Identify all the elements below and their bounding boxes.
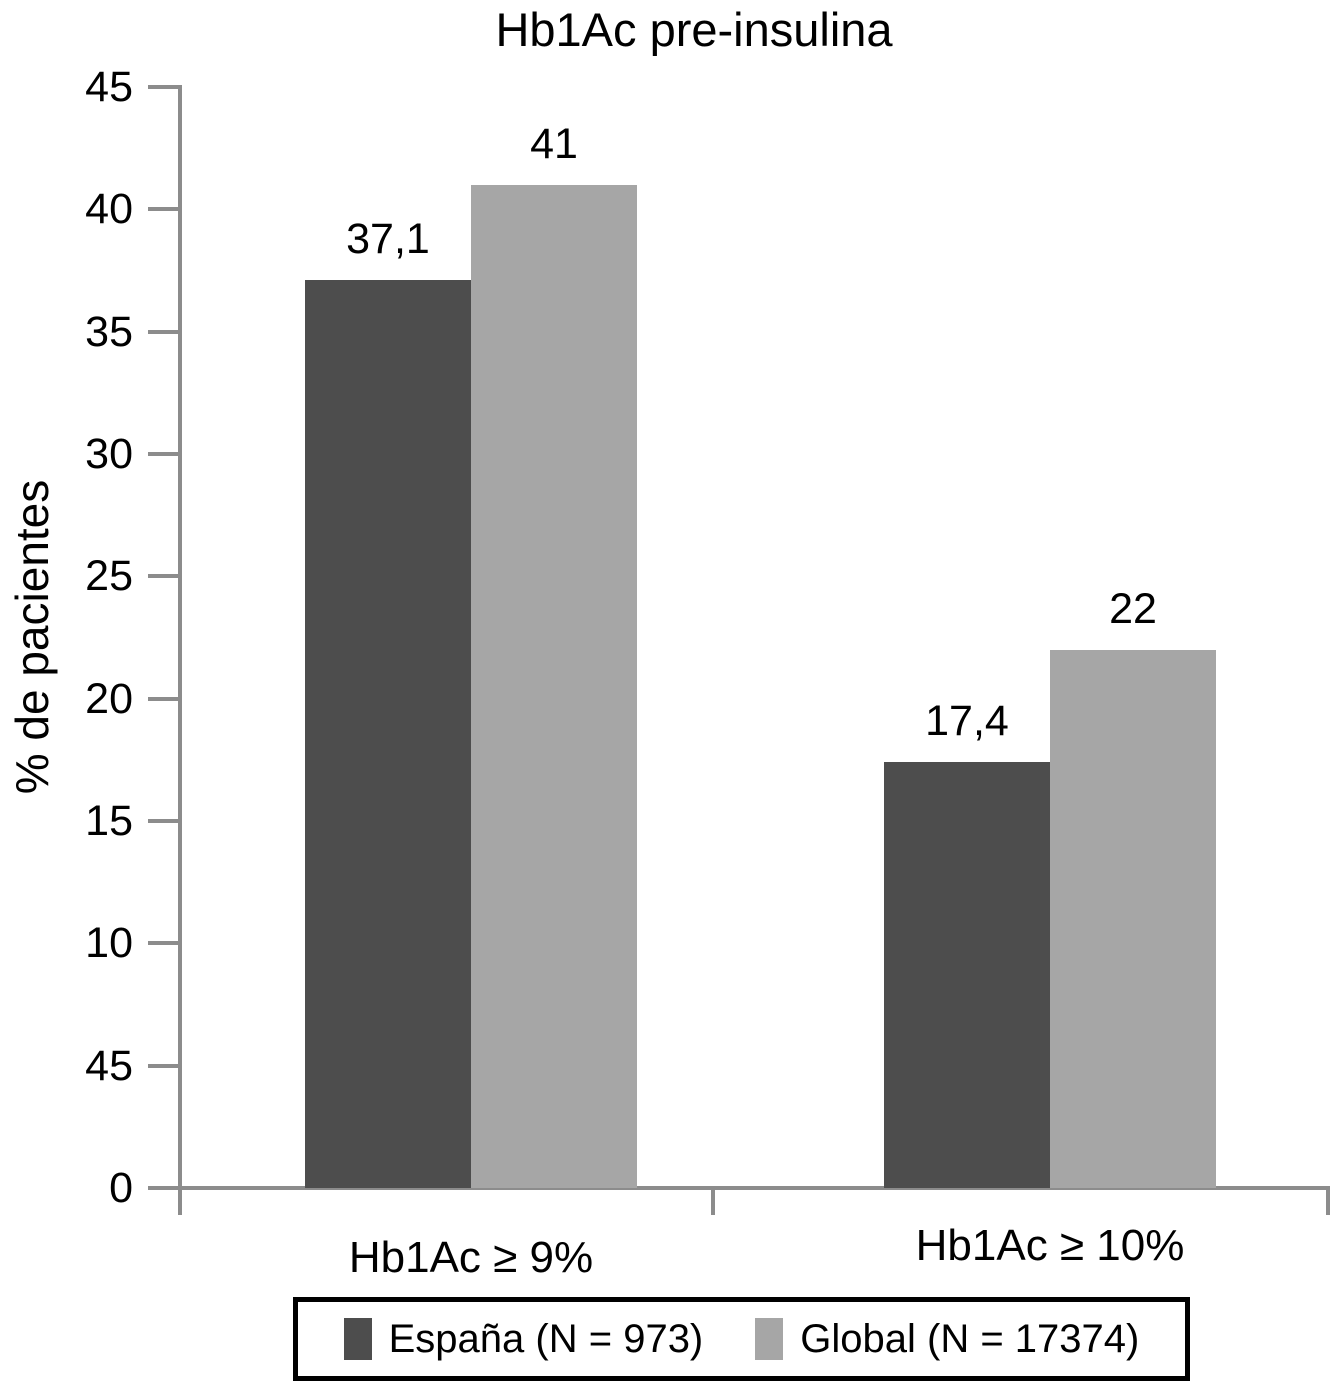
y-tick-label: 15 <box>85 797 133 845</box>
y-tick <box>148 574 180 579</box>
bar-value-label-global-group2: 22 <box>1109 584 1157 633</box>
y-tick-label: 30 <box>85 430 133 478</box>
y-tick-label: 45 <box>85 1041 133 1090</box>
y-tick-label: 35 <box>85 307 133 356</box>
y-tick <box>148 329 180 334</box>
legend: España (N = 973) Global (N = 17374) <box>293 1297 1190 1381</box>
y-tick <box>148 207 180 212</box>
chart-title: Hb1Ac pre-insulina <box>495 3 893 56</box>
legend-item-espana: España (N = 973) <box>343 1316 704 1362</box>
y-tick <box>148 941 180 946</box>
y-tick-label: 25 <box>85 552 133 601</box>
bar-value-label-global-group1: 41 <box>530 119 578 168</box>
legend-item-global: Global (N = 17374) <box>755 1317 1139 1362</box>
y-tick-label: 40 <box>85 185 133 234</box>
x-axis-line <box>148 1186 1330 1190</box>
y-tick-label: 0 <box>109 1164 133 1212</box>
y-tick-label: 10 <box>85 919 133 968</box>
y-tick <box>148 819 180 823</box>
bar-global-group1 <box>471 184 637 1188</box>
legend-label-espana: España (N = 973) <box>388 1316 704 1361</box>
bar-espana-group1 <box>305 280 471 1188</box>
bar-global-group2 <box>1050 649 1216 1188</box>
bar-value-label-espana-group2: 17,4 <box>925 697 1009 746</box>
y-tick <box>148 696 180 701</box>
category-label-1: Hb1Ac ≥ 9% <box>348 1233 594 1282</box>
y-axis-line <box>178 85 182 1215</box>
y-axis-label: % de pacientes <box>6 479 58 795</box>
global-color-swatch <box>755 1318 784 1360</box>
y-tick-label: 20 <box>85 674 133 723</box>
x-axis-end-tick <box>1326 1188 1330 1215</box>
bar-value-label-espana-group1: 37,1 <box>346 215 430 264</box>
y-tick-label: 45 <box>85 63 133 111</box>
legend-label-global: Global (N = 17374) <box>800 1316 1140 1361</box>
category-label-2: Hb1Ac ≥ 10% <box>915 1221 1185 1270</box>
y-tick <box>148 452 180 456</box>
espana-color-swatch <box>343 1318 372 1360</box>
x-axis-divider-tick <box>711 1188 715 1215</box>
y-tick <box>148 85 180 89</box>
y-tick <box>148 1063 180 1068</box>
bar-espana-group2 <box>884 762 1050 1188</box>
